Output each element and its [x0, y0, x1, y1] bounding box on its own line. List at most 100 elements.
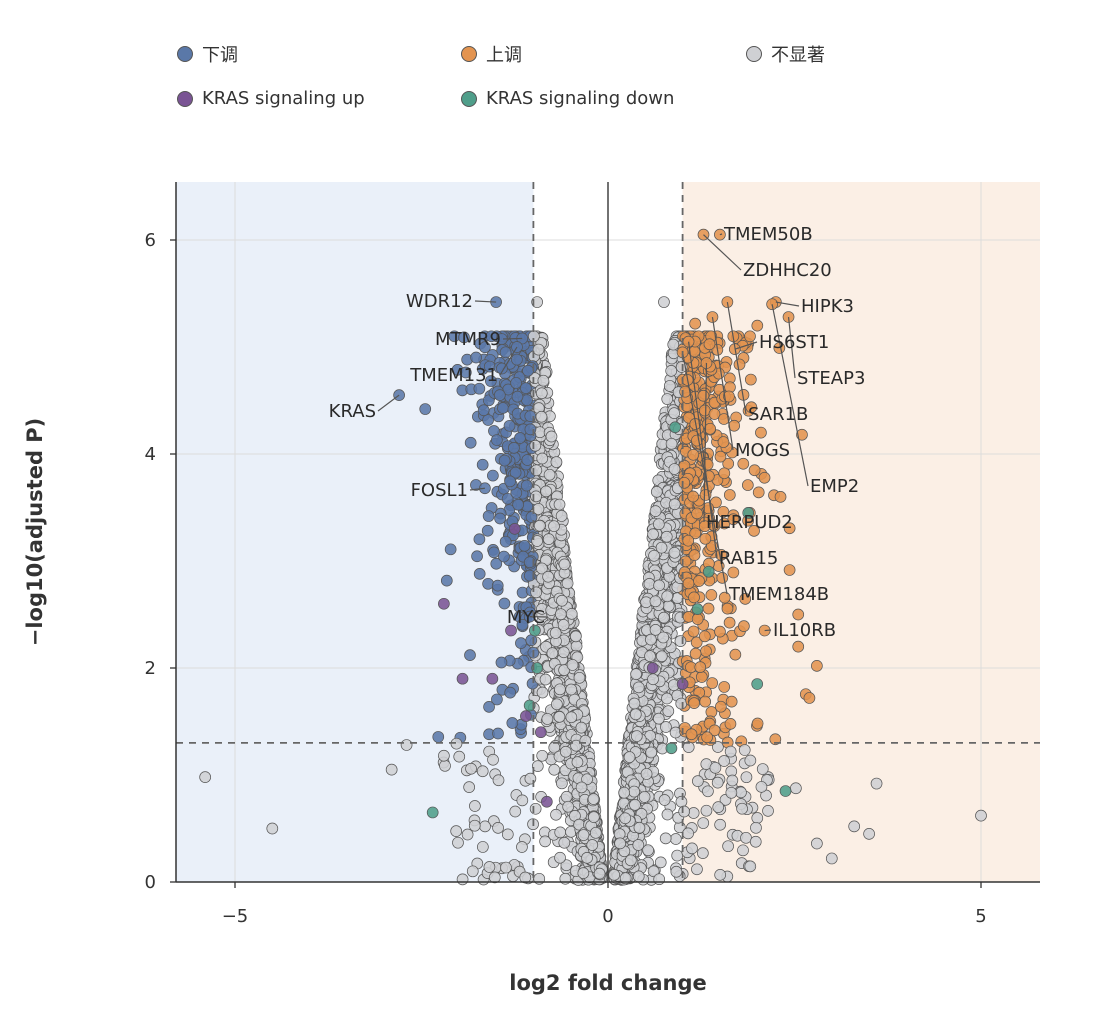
gene-label: HS6ST1	[759, 332, 829, 353]
data-point	[444, 543, 457, 556]
data-point	[554, 683, 566, 696]
data-point	[716, 572, 729, 584]
data-point	[738, 620, 750, 632]
data-point	[385, 763, 398, 776]
data-point	[619, 812, 632, 825]
data-point	[490, 557, 503, 570]
data-point	[588, 811, 600, 823]
data-point	[440, 574, 453, 587]
data-point	[536, 562, 548, 575]
data-point	[551, 698, 563, 711]
data-point	[863, 827, 875, 840]
gene-label: RAB15	[719, 548, 778, 569]
data-point	[739, 592, 752, 605]
data-point	[744, 373, 757, 386]
data-point	[519, 871, 532, 884]
data-point	[565, 608, 578, 620]
x-tick-label: 0	[602, 906, 613, 927]
data-point	[724, 745, 737, 758]
data-point	[662, 600, 675, 612]
data-point	[644, 650, 656, 662]
data-point	[559, 745, 572, 758]
data-point	[463, 781, 476, 793]
data-point	[663, 380, 676, 392]
kras-point	[531, 662, 543, 674]
kras-point	[535, 726, 547, 739]
data-point	[577, 867, 590, 879]
data-point	[769, 733, 782, 746]
data-point	[811, 660, 823, 672]
data-point	[662, 705, 675, 717]
data-point	[492, 727, 504, 740]
legend-item-kras-down: KRAS signaling down	[461, 88, 674, 109]
data-point	[465, 762, 477, 775]
data-point	[476, 765, 489, 778]
data-point	[530, 586, 543, 599]
data-point	[725, 695, 738, 708]
data-point	[571, 756, 584, 769]
data-point	[725, 786, 738, 799]
data-point	[729, 648, 742, 661]
gene-label: TMEM50B	[723, 224, 813, 245]
data-point	[653, 579, 665, 592]
data-point	[688, 549, 701, 561]
data-point	[694, 661, 707, 673]
data-point	[516, 794, 529, 807]
data-point	[558, 664, 570, 676]
data-point	[537, 374, 550, 387]
data-point	[686, 842, 698, 855]
data-point	[461, 828, 474, 841]
data-point	[560, 859, 573, 872]
kras-point	[669, 421, 681, 434]
gene-label: STEAP3	[797, 368, 865, 389]
data-point	[565, 711, 578, 724]
data-point	[653, 873, 666, 886]
data-point	[400, 739, 413, 751]
data-point	[491, 693, 503, 706]
data-point	[523, 569, 536, 582]
data-point	[553, 711, 566, 723]
data-point	[665, 365, 678, 377]
data-point	[533, 519, 546, 532]
data-point	[848, 820, 861, 833]
gene-label: SAR1B	[748, 404, 808, 425]
data-point	[539, 673, 552, 686]
legend-swatch-ns	[746, 46, 762, 62]
data-point	[542, 570, 554, 583]
data-point	[468, 819, 481, 832]
data-point	[708, 724, 721, 737]
data-point	[633, 821, 646, 834]
data-point	[608, 869, 621, 881]
data-point	[758, 471, 771, 484]
data-point	[675, 795, 688, 808]
data-point	[712, 801, 725, 814]
data-point	[714, 818, 726, 831]
data-point	[561, 577, 574, 590]
data-point	[825, 852, 838, 865]
kras-point	[508, 523, 521, 535]
legend-item-down: 下调	[177, 41, 238, 67]
data-point	[531, 535, 543, 547]
leader-line	[474, 300, 497, 303]
data-point	[697, 817, 710, 829]
data-point	[723, 390, 735, 403]
data-point	[792, 640, 805, 653]
kras-point	[702, 565, 715, 578]
data-point	[266, 822, 279, 835]
data-point	[525, 511, 538, 523]
data-point	[499, 346, 512, 359]
data-point	[487, 469, 499, 482]
data-point	[577, 829, 590, 841]
data-point	[630, 668, 642, 680]
gene-label: KRAS	[329, 401, 376, 422]
data-point	[557, 619, 570, 631]
data-point	[536, 452, 549, 465]
leader-line	[771, 304, 809, 487]
data-point	[501, 492, 514, 505]
data-point	[718, 413, 730, 425]
data-point	[689, 527, 702, 540]
data-point	[628, 697, 641, 710]
data-point	[748, 525, 760, 537]
data-point	[476, 458, 489, 471]
data-point	[687, 625, 700, 638]
